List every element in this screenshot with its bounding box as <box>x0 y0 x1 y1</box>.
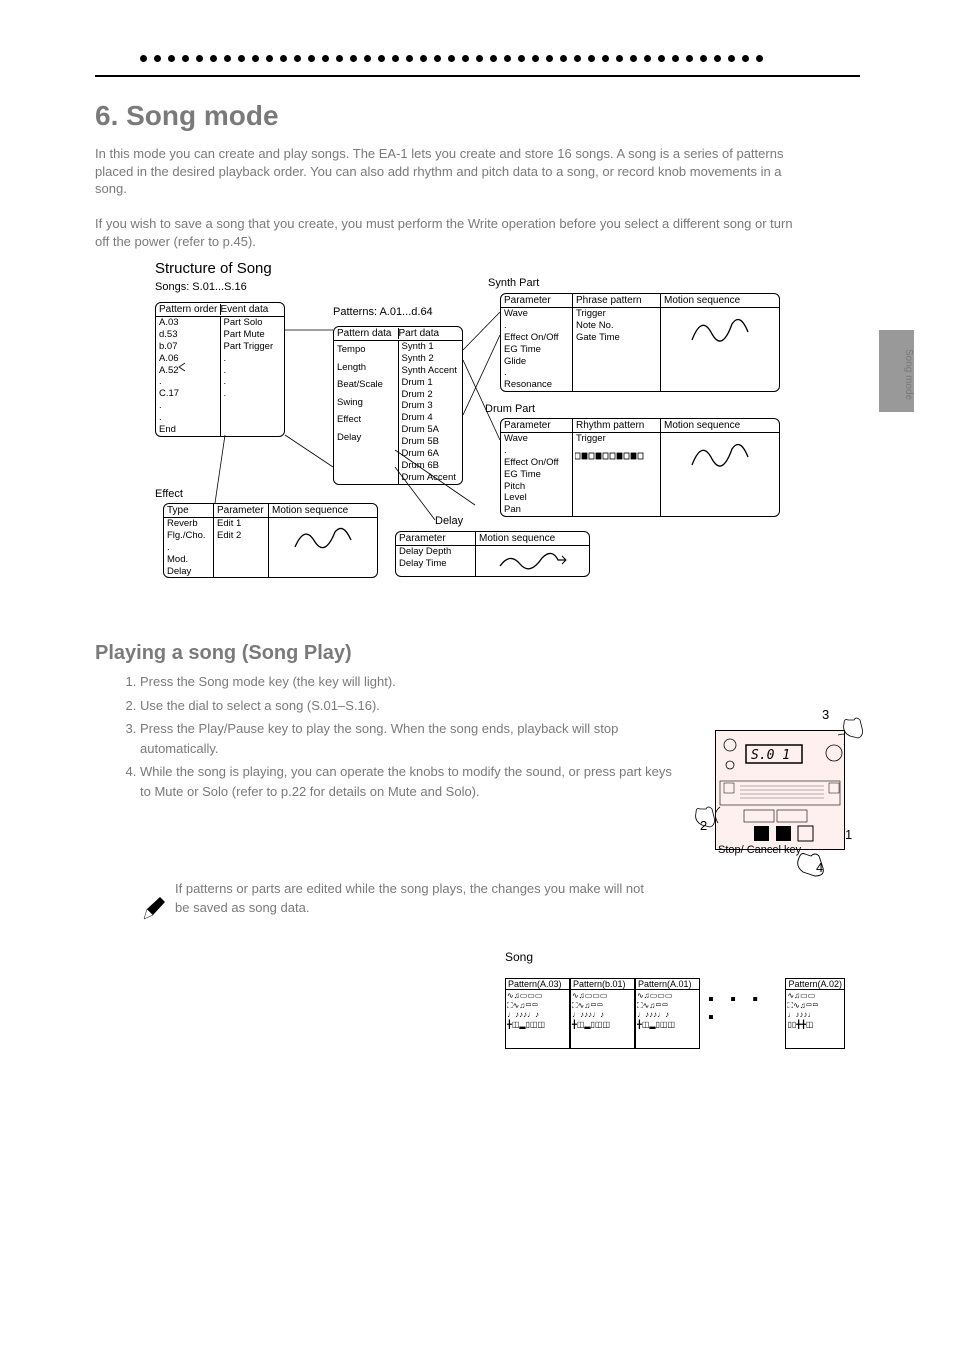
synth-param-hdr: Parameter <box>501 294 572 308</box>
synth-part-label: Synth Part <box>488 277 539 289</box>
hand-icon-upper <box>842 716 867 741</box>
drum-motion-hdr: Motion sequence <box>661 419 779 433</box>
effect-box: Type ReverbFlg./Cho..Mod. Delay Paramete… <box>163 503 378 578</box>
synth-box: Parameter Wave.Effect On/OffEG TimeGlide… <box>500 293 780 392</box>
callout-3: 3 <box>822 707 829 722</box>
side-tab: Song mode <box>879 330 914 412</box>
playing-heading: Playing a song (Song Play) <box>95 642 352 665</box>
event-data-list: Part SoloPart MutePart Trigger.... <box>221 317 285 436</box>
drum-steps-icon <box>575 451 655 463</box>
playing-step: Press the Song mode key (the key will li… <box>140 672 680 692</box>
structure-title: Structure of Song <box>155 260 855 277</box>
pattern-block-last: Pattern(A.02) ∿♫▭▭⛶∿♫▭▭♩♪♪♪♩▯▯╋╋◫ <box>785 978 845 1049</box>
ellipsis: ▪ ▪ ▪ ▪ <box>708 991 777 1027</box>
part-data-list: Synth 1Synth 2Synth AccentDrum 1Drum 2Dr… <box>399 341 463 484</box>
effect-wave-icon <box>293 522 353 552</box>
drum-wave-icon <box>690 437 750 472</box>
page-title: 6. Song mode <box>95 100 279 132</box>
delay-motion-hdr: Motion sequence <box>476 532 589 546</box>
intro-paragraph-1: In this mode you can create and play son… <box>95 145 795 198</box>
header-rule <box>95 75 860 77</box>
callout-1: 1 <box>845 827 852 842</box>
delay-box: Parameter Delay DepthDelay Time Motion s… <box>395 531 590 577</box>
device-display: S.0 1 <box>751 748 790 763</box>
pattern-order-list: A.03d.53b.07A.06A.52.C.17..End <box>156 317 221 436</box>
song-timeline-diagram: Song Pattern(A.03)∿♫▭▭▭⛶∿♫▭▭♩♪♪♪♩♪╋◫▂▯◫◫… <box>505 950 845 1049</box>
pattern-block-last-hdr: Pattern(A.02) <box>786 979 844 990</box>
header-dots <box>140 55 763 62</box>
pattern-order-hdr: Pattern order <box>159 304 221 315</box>
pattern-block: Pattern(A.01)∿♫▭▭▭⛶∿♫▭▭♩♪♪♪♩♪╋◫▂▯◫◫ <box>635 978 700 1049</box>
effect-motion-hdr: Motion sequence <box>269 504 377 518</box>
drum-param-hdr: Parameter <box>501 419 572 433</box>
event-data-hdr: Event data <box>221 304 282 315</box>
playing-step: Press the Play/Pause key to play the son… <box>140 719 680 758</box>
delay-label: Delay <box>435 515 463 527</box>
pattern-data-hdr: Pattern data <box>337 328 399 339</box>
device-illustration: 3 S.0 1 <box>700 720 870 880</box>
drum-rhythm-hdr: Rhythm pattern <box>573 419 660 433</box>
stop-cancel-label: Stop/ Cancel key <box>718 844 801 856</box>
effect-type-hdr: Type <box>164 504 213 518</box>
synth-phrase-hdr: Phrase pattern <box>573 294 660 308</box>
playing-steps: Press the Song mode key (the key will li… <box>140 672 680 805</box>
structure-diagram: Structure of Song Synth Part Songs: S.01… <box>155 260 855 295</box>
drum-part-label: Drum Part <box>485 403 535 415</box>
playing-step: Use the dial to select a song (S.01–S.16… <box>140 696 680 716</box>
synth-motion-hdr: Motion sequence <box>661 294 779 308</box>
delay-param-hdr: Parameter <box>396 532 475 546</box>
hand-icon-lower <box>795 850 835 880</box>
pattern-box: Pattern data Part data TempoLengthBeat/S… <box>333 326 463 485</box>
hand-icon-left <box>694 805 719 830</box>
song-diagram-title: Song <box>505 950 845 964</box>
effect-param-hdr: Parameter <box>214 504 268 518</box>
note-paragraph: If patterns or parts are edited while th… <box>175 880 655 918</box>
pattern-data-list: TempoLengthBeat/ScaleSwingEffectDelay <box>334 341 399 484</box>
synth-wave-icon <box>690 312 750 347</box>
pencil-icon <box>140 895 168 923</box>
patterns-label: Patterns: A.01...d.64 <box>333 306 433 318</box>
part-data-hdr: Part data <box>399 328 460 339</box>
pattern-block: Pattern(b.01)∿♫▭▭▭⛶∿♫▭▭♩♪♪♪♩♪╋◫▂▯◫◫ <box>570 978 635 1049</box>
pattern-block: Pattern(A.03)∿♫▭▭▭⛶∿♫▭▭♩♪♪♪♩♪╋◫▂▯◫◫ <box>505 978 570 1049</box>
delay-wave-icon <box>498 550 568 572</box>
playing-step: While the song is playing, you can opera… <box>140 762 680 801</box>
intro-paragraph-2: If you wish to save a song that you crea… <box>95 215 795 250</box>
song-box: Pattern order Event data A.03d.53b.07A.0… <box>155 302 285 437</box>
effect-label: Effect <box>155 488 183 500</box>
drum-box: Parameter Wave.Effect On/OffEG TimePitch… <box>500 418 780 517</box>
